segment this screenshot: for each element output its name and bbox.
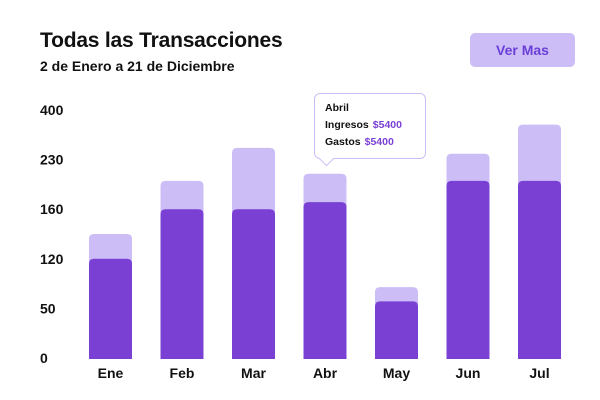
page-title: Todas las Transacciones bbox=[40, 29, 283, 52]
tooltip-month: Abril bbox=[325, 102, 349, 114]
bars bbox=[89, 124, 561, 360]
bar-lower-mar[interactable] bbox=[232, 209, 275, 359]
x-tick-mar: Mar bbox=[241, 365, 266, 381]
y-tick-50: 50 bbox=[40, 300, 56, 316]
y-axis: 0 50 120 160 230 400 bbox=[40, 102, 64, 366]
y-tick-0: 0 bbox=[40, 350, 48, 366]
tooltip-abril: Abril Ingresos $5400 Gastos $5400 bbox=[314, 93, 426, 167]
tooltip-ingresos-value: $5400 bbox=[372, 119, 402, 131]
bar-lower-jul[interactable] bbox=[518, 180, 561, 359]
y-tick-160: 160 bbox=[40, 201, 64, 217]
tooltip-ingresos-label: Ingresos bbox=[325, 119, 369, 131]
x-tick-jul: Jul bbox=[529, 365, 549, 381]
y-tick-400: 400 bbox=[40, 102, 64, 118]
x-tick-jun: Jun bbox=[456, 365, 481, 381]
y-tick-120: 120 bbox=[40, 251, 64, 267]
y-tick-230: 230 bbox=[40, 152, 64, 168]
x-tick-abr: Abr bbox=[313, 365, 338, 381]
x-tick-ene: Ene bbox=[98, 365, 124, 381]
tooltip-ingresos: Ingresos $5400 bbox=[325, 117, 415, 134]
tooltip-gastos: Gastos $5400 bbox=[325, 134, 415, 151]
x-tick-may: May bbox=[383, 365, 410, 381]
bar-lower-jun[interactable] bbox=[446, 180, 490, 359]
bar-lower-ene[interactable] bbox=[89, 258, 132, 359]
bar-lower-may[interactable] bbox=[375, 301, 418, 359]
date-range-subtitle: 2 de Enero a 21 de Diciembre bbox=[40, 58, 235, 74]
bar-lower-feb[interactable] bbox=[160, 209, 204, 359]
tooltip-gastos-label: Gastos bbox=[325, 136, 361, 148]
tooltip-gastos-value: $5400 bbox=[364, 136, 394, 148]
bar-lower-abr[interactable] bbox=[303, 202, 347, 359]
x-axis: Ene Feb Mar Abr May Jun Jul bbox=[98, 365, 550, 381]
x-tick-feb: Feb bbox=[170, 365, 195, 381]
ver-mas-button[interactable]: Ver Mas bbox=[470, 33, 575, 67]
